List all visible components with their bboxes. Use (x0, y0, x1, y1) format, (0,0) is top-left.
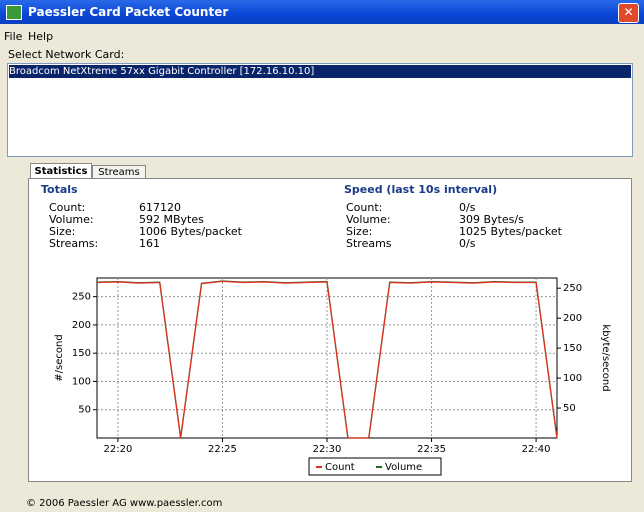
stat-value: 617120 (139, 201, 181, 214)
stat-value: 1006 Bytes/packet (139, 225, 242, 238)
x-tick-label: 22:30 (313, 444, 342, 455)
stat-value: 0/s (459, 201, 476, 214)
stat-value: 592 MBytes (139, 213, 204, 226)
stat-label: Volume: (346, 213, 391, 226)
stat-value: 309 Bytes/s (459, 213, 524, 226)
stat-value: 161 (139, 237, 160, 250)
stat-label: Count: (49, 201, 86, 214)
menu-item[interactable]: File (4, 30, 23, 43)
tab[interactable]: Streams (92, 165, 146, 179)
stat-label: Streams: (49, 237, 99, 250)
group-title: Totals (41, 183, 78, 196)
legend-label: Count (325, 462, 355, 473)
stat-label: Count: (346, 201, 383, 214)
y-axis-label: #/second (54, 334, 65, 381)
app-icon (6, 5, 22, 20)
card-list[interactable]: Broadcom NetXtreme 57xx Gigabit Controll… (7, 63, 633, 157)
title-bar: Paessler Card Packet Counter ✕ (0, 0, 644, 24)
stat-value: 0/s (459, 237, 476, 250)
y2-tick-label: 250 (563, 283, 582, 294)
y-tick-label: 150 (72, 348, 91, 359)
tab-active[interactable]: Statistics (30, 163, 92, 179)
footer: © 2006 Paessler AG www.paessler.com (26, 498, 223, 509)
stat-label: Volume: (49, 213, 94, 226)
group-title: Speed (last 10s interval) (344, 183, 498, 196)
y-tick-label: 50 (78, 405, 91, 416)
y2-tick-label: 200 (563, 313, 582, 324)
legend-box (308, 457, 442, 476)
stat-label: Size: (346, 225, 373, 238)
y-tick-label: 250 (72, 292, 91, 303)
x-tick-label: 22:35 (417, 444, 446, 455)
list-item-text: Broadcom NetXtreme 57xx Gigabit Controll… (9, 66, 315, 77)
list-item-selected[interactable]: Broadcom NetXtreme 57xx Gigabit Controll… (9, 65, 631, 78)
close-button[interactable]: ✕ (618, 3, 639, 23)
stat-value: 1025 Bytes/packet (459, 225, 562, 238)
y2-tick-label: 100 (563, 373, 582, 384)
legend-label: Volume (385, 462, 422, 473)
y2-tick-label: 150 (563, 343, 582, 354)
label: Select Network Card: (8, 48, 125, 61)
x-tick-label: 22:40 (522, 444, 551, 455)
y2-axis-label: kbyte/second (600, 324, 611, 391)
y-tick-label: 100 (72, 376, 91, 387)
stat-label: Streams (346, 237, 392, 250)
x-tick-label: 22:25 (208, 444, 237, 455)
stat-label: Size: (49, 225, 76, 238)
x-tick-label: 22:20 (103, 444, 132, 455)
y-tick-label: 200 (72, 320, 91, 331)
y2-tick-label: 50 (563, 403, 576, 414)
series-line (96, 280, 558, 439)
menu-item[interactable]: Help (28, 30, 54, 43)
window-title: Paessler Card Packet Counter (28, 5, 229, 19)
